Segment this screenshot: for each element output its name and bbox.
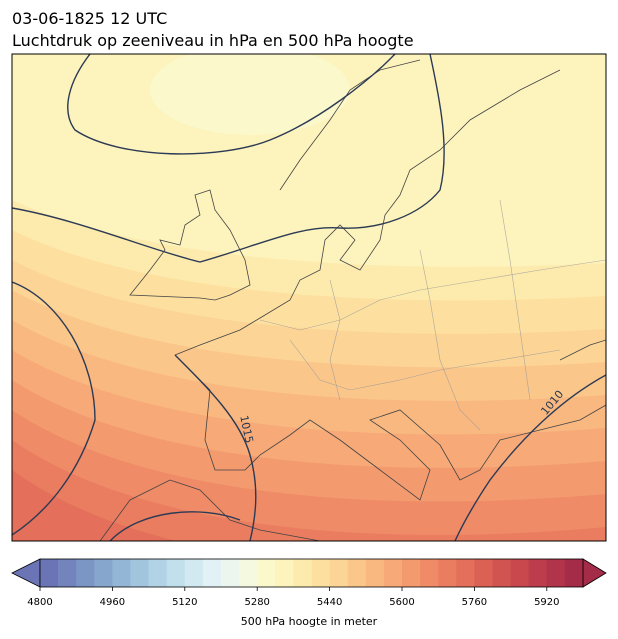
- colorbar-segment: [184, 559, 204, 587]
- colorbar-segment: [148, 559, 167, 587]
- colorbar-segment: [221, 559, 240, 587]
- colorbar-segment: [347, 559, 367, 587]
- colorbar-segment: [293, 559, 312, 587]
- subtitle: Luchtdruk op zeeniveau in hPa en 500 hPa…: [12, 31, 414, 50]
- high-area: [150, 54, 350, 135]
- colorbar-tick-label: 5280: [244, 597, 269, 608]
- colorbar-segment: [166, 559, 186, 587]
- colorbar-segment: [402, 559, 421, 587]
- colorbar-segment: [130, 559, 149, 587]
- colorbar-segment: [474, 559, 493, 587]
- colorbar-segment: [420, 559, 439, 587]
- colorbar-segment: [202, 559, 222, 587]
- map: 1015 1010: [12, 54, 606, 541]
- colorbar-segment: [311, 559, 330, 587]
- colorbar-tick-label: 5920: [534, 597, 559, 608]
- colorbar-segment: [329, 559, 348, 587]
- contour-band: [12, 470, 606, 541]
- isobars: [12, 54, 606, 541]
- contour-bands: [12, 170, 606, 541]
- colorbar-tick-label: 5760: [462, 597, 487, 608]
- title: 03-06-1825 12 UTC: [12, 9, 167, 28]
- colorbar-extend-high: [582, 558, 607, 588]
- colorbar-segment: [112, 559, 131, 587]
- contour-label: 1015: [237, 414, 256, 444]
- colorbar-segment: [40, 559, 59, 587]
- colorbar-tick-label: 4800: [27, 597, 52, 608]
- colorbar-segment: [528, 559, 548, 587]
- colorbar-segment: [564, 559, 584, 587]
- colorbar-tick-label: 5600: [389, 597, 414, 608]
- colorbar-tick-label: 4960: [100, 597, 125, 608]
- colorbar-segment: [510, 559, 529, 587]
- colorbar-segment: [546, 559, 566, 587]
- colorbar-segment: [257, 559, 276, 587]
- colorbar-segment: [365, 559, 385, 587]
- borders: [259, 199, 606, 431]
- colorbar-segment: [383, 559, 403, 587]
- colorbar: 4800 4960 5120 5280 5440 5600 5760 5920: [11, 558, 607, 608]
- coastlines: [99, 59, 606, 541]
- colorbar-tick-label: 5440: [317, 597, 342, 608]
- colorbar-segment: [492, 559, 511, 587]
- colorbar-extend-low: [11, 558, 41, 588]
- colorbar-label: 500 hPa hoogte in meter: [241, 615, 378, 628]
- colorbar-segment: [76, 559, 95, 587]
- colorbar-segment: [456, 559, 475, 587]
- colorbar-segment: [239, 559, 258, 587]
- colorbar-segment: [94, 559, 113, 587]
- colorbar-frame: [39, 558, 584, 588]
- colorbar-segment: [275, 559, 294, 587]
- map-frame: [11, 53, 607, 542]
- colorbar-tick-label: 5120: [172, 597, 197, 608]
- colorbar-segment: [58, 559, 77, 587]
- colorbar-segment: [438, 559, 457, 587]
